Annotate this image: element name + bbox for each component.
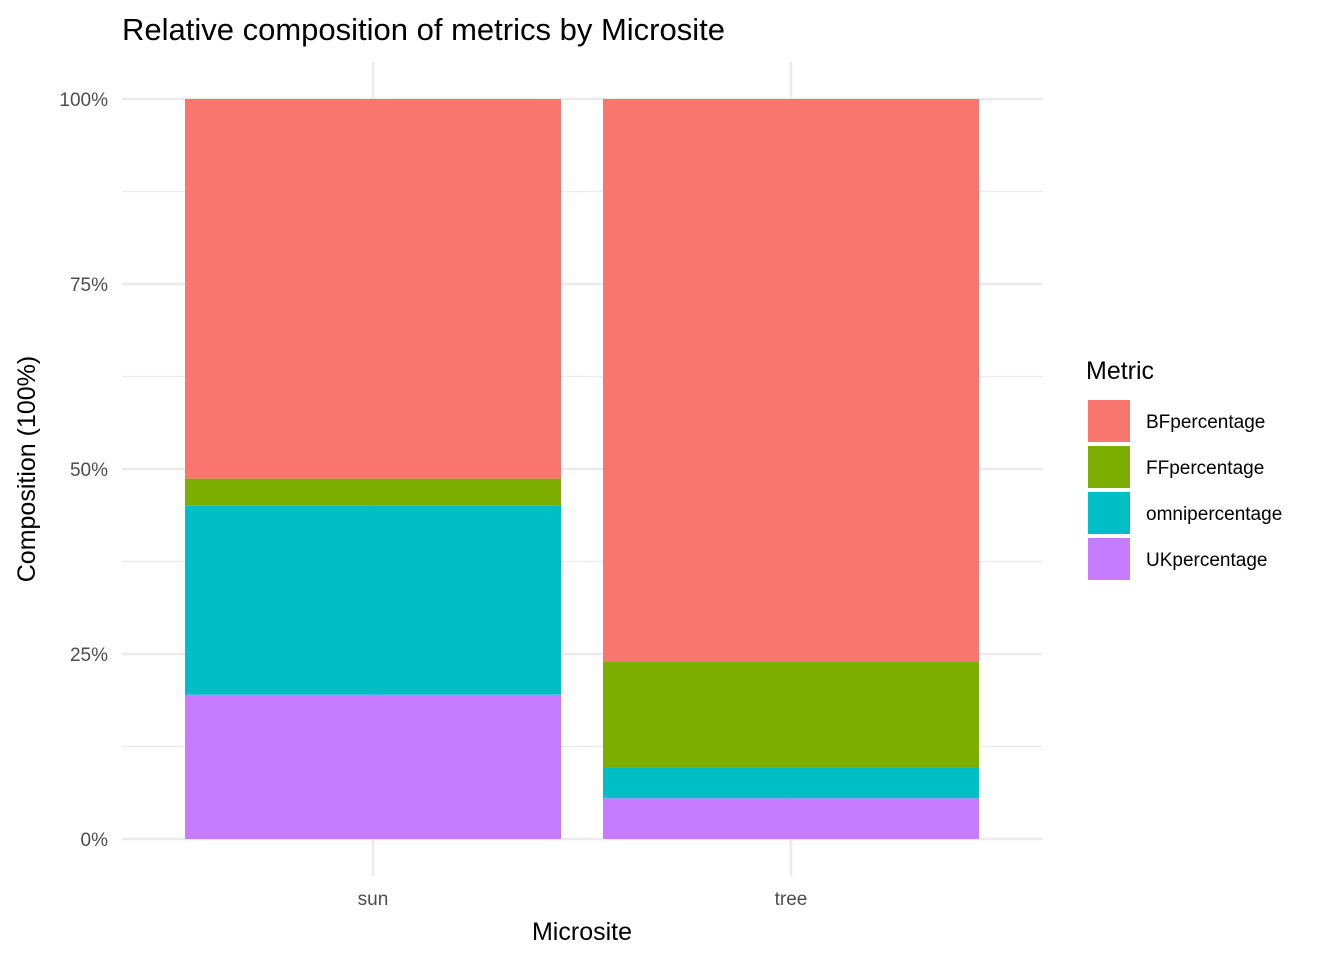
chart-title: Relative composition of metrics by Micro… — [122, 12, 725, 47]
bar-segment-sun-ffpercentage — [185, 478, 561, 506]
bar-segment-sun-omnipercentage — [185, 505, 561, 695]
y-axis-title: Composition (100%) — [13, 356, 41, 583]
y-tick-label: 50% — [70, 460, 108, 481]
legend-key-bfpercentage — [1088, 400, 1130, 442]
y-tick-label: 75% — [70, 275, 108, 296]
x-tick-label: sun — [358, 889, 389, 910]
bar-segment-tree-ffpercentage — [603, 661, 979, 768]
axis-layer: 0% 25% 50% 75% 100% sun tree — [59, 90, 807, 910]
legend: BFpercentage FFpercentage omnipercentage UK… — [1088, 400, 1282, 580]
bar-segment-sun-ukpercentage — [185, 694, 561, 839]
bar-segment-tree-bfpercentage — [603, 99, 979, 662]
legend-title: Metric — [1086, 357, 1154, 385]
x-axis-title: Microsite — [532, 918, 632, 946]
legend-key-ffpercentage — [1088, 446, 1130, 488]
y-tick-label: 100% — [59, 90, 108, 111]
legend-label-ffpercentage: FFpercentage — [1146, 458, 1264, 479]
bar-segment-tree-omnipercentage — [603, 767, 979, 799]
bar-segment-sun-bfpercentage — [185, 99, 561, 479]
bars-layer — [185, 99, 979, 839]
x-tick-label: tree — [775, 889, 808, 910]
legend-label-omnipercentage: omnipercentage — [1146, 504, 1282, 525]
legend-key-ukpercentage — [1088, 538, 1130, 580]
legend-key-omnipercentage — [1088, 492, 1130, 534]
y-tick-label: 0% — [81, 830, 109, 851]
legend-label-bfpercentage: BFpercentage — [1146, 412, 1265, 433]
y-tick-label: 25% — [70, 645, 108, 666]
legend-label-ukpercentage: UKpercentage — [1146, 550, 1267, 571]
bar-segment-tree-ukpercentage — [603, 798, 979, 839]
